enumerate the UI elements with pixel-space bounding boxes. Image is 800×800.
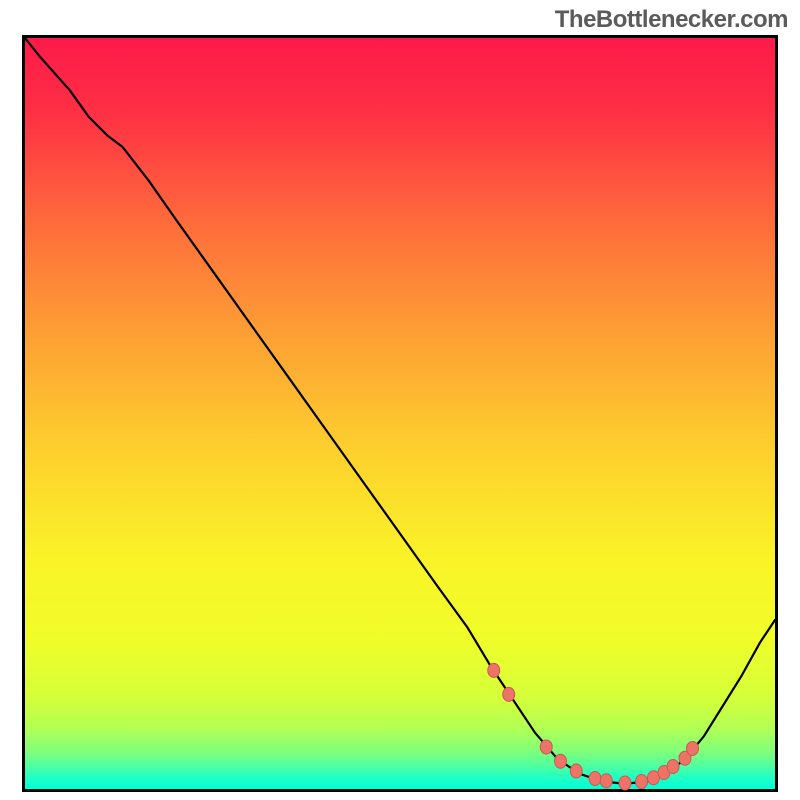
bottleneck-curve bbox=[25, 38, 775, 784]
curve-marker bbox=[687, 741, 699, 755]
plot-frame bbox=[22, 35, 778, 792]
plot-overlay bbox=[25, 38, 775, 789]
curve-marker bbox=[636, 774, 648, 788]
curve-marker bbox=[570, 764, 582, 778]
curve-marker bbox=[667, 759, 679, 773]
curve-marker bbox=[589, 771, 601, 785]
curve-marker bbox=[619, 776, 631, 790]
curve-marker bbox=[488, 663, 500, 677]
watermark-text: TheBottlenecker.com bbox=[555, 6, 788, 34]
marker-group bbox=[488, 663, 699, 790]
curve-marker bbox=[555, 754, 567, 768]
curve-marker bbox=[503, 687, 515, 701]
curve-marker bbox=[600, 774, 612, 788]
curve-marker bbox=[540, 740, 552, 754]
chart-canvas: TheBottlenecker.com bbox=[0, 0, 800, 800]
